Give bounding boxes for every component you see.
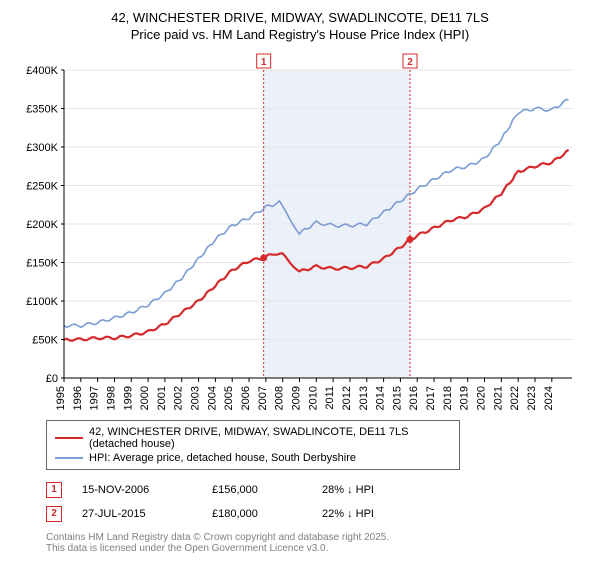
chart-title: 42, WINCHESTER DRIVE, MIDWAY, SWADLINCOT… — [10, 10, 590, 44]
title-line-2: Price paid vs. HM Land Registry's House … — [131, 27, 469, 42]
svg-text:£200K: £200K — [26, 219, 58, 231]
svg-text:2013: 2013 — [358, 386, 370, 410]
marker-badge-1: 1 — [46, 482, 62, 498]
svg-text:2011: 2011 — [324, 386, 336, 410]
svg-text:£250K: £250K — [26, 180, 58, 192]
marker-row-1: 1 15-NOV-2006 £156,000 28% ↓ HPI — [46, 478, 582, 502]
title-line-1: 42, WINCHESTER DRIVE, MIDWAY, SWADLINCOT… — [111, 10, 489, 25]
svg-text:1999: 1999 — [122, 386, 134, 410]
svg-text:2001: 2001 — [156, 386, 168, 410]
svg-text:2024: 2024 — [543, 386, 555, 410]
marker-badge-2: 2 — [46, 506, 62, 522]
svg-text:2008: 2008 — [274, 386, 286, 410]
svg-text:1996: 1996 — [72, 386, 84, 410]
svg-text:£150K: £150K — [26, 257, 58, 269]
svg-text:2012: 2012 — [341, 386, 353, 410]
marker-diff-1: 28% ↓ HPI — [322, 484, 422, 496]
svg-text:2023: 2023 — [526, 386, 538, 410]
svg-text:2010: 2010 — [307, 386, 319, 410]
legend-row-hpi: HPI: Average price, detached house, Sout… — [55, 451, 451, 465]
legend-swatch-property — [55, 437, 83, 439]
svg-text:£100K: £100K — [26, 296, 58, 308]
svg-text:2017: 2017 — [425, 386, 437, 410]
svg-text:2016: 2016 — [408, 386, 420, 410]
svg-text:2022: 2022 — [509, 386, 521, 410]
marker-diff-2: 22% ↓ HPI — [322, 508, 422, 520]
marker-table: 1 15-NOV-2006 £156,000 28% ↓ HPI 2 27-JU… — [46, 478, 582, 526]
svg-text:2009: 2009 — [290, 386, 302, 410]
marker-price-1: £156,000 — [212, 484, 302, 496]
legend-row-property: 42, WINCHESTER DRIVE, MIDWAY, SWADLINCOT… — [55, 425, 451, 451]
marker-date-2: 27-JUL-2015 — [82, 508, 192, 520]
svg-text:1998: 1998 — [105, 386, 117, 410]
price-chart: 1 2 £0 £50K £100K £150K £200K £250K £300K £350K £4… — [20, 50, 580, 410]
svg-text:2015: 2015 — [391, 386, 403, 410]
svg-text:2020: 2020 — [476, 386, 488, 410]
legend: 42, WINCHESTER DRIVE, MIDWAY, SWADLINCOT… — [46, 420, 460, 470]
svg-text:£50K: £50K — [32, 334, 58, 346]
svg-text:2021: 2021 — [492, 386, 504, 410]
svg-text:2007: 2007 — [257, 386, 269, 410]
footer: Contains HM Land Registry data © Crown c… — [46, 532, 582, 554]
svg-text:£350K: £350K — [26, 103, 58, 115]
svg-text:2006: 2006 — [240, 386, 252, 410]
chart-svg: 1 2 £0 £50K £100K £150K £200K £250K £300K £350K £4… — [20, 50, 580, 410]
marker-row-2: 2 27-JUL-2015 £180,000 22% ↓ HPI — [46, 502, 582, 526]
svg-text:2019: 2019 — [459, 386, 471, 410]
legend-swatch-hpi — [55, 457, 83, 459]
svg-text:1995: 1995 — [55, 386, 67, 410]
svg-text:2000: 2000 — [139, 386, 151, 410]
marker-price-2: £180,000 — [212, 508, 302, 520]
footer-line-2: This data is licensed under the Open Gov… — [46, 543, 328, 554]
svg-text:£400K: £400K — [26, 65, 58, 77]
marker-date-1: 15-NOV-2006 — [82, 484, 192, 496]
svg-text:2004: 2004 — [206, 386, 218, 410]
legend-label-hpi: HPI: Average price, detached house, Sout… — [89, 452, 356, 464]
svg-text:£300K: £300K — [26, 142, 58, 154]
svg-text:1: 1 — [261, 57, 267, 68]
legend-label-property: 42, WINCHESTER DRIVE, MIDWAY, SWADLINCOT… — [89, 426, 451, 450]
svg-text:2003: 2003 — [190, 386, 202, 410]
svg-text:2005: 2005 — [223, 386, 235, 410]
svg-text:2014: 2014 — [375, 386, 387, 410]
svg-text:2018: 2018 — [442, 386, 454, 410]
svg-text:£0: £0 — [46, 373, 58, 385]
svg-text:2: 2 — [407, 57, 413, 68]
svg-text:2002: 2002 — [173, 386, 185, 410]
svg-text:1997: 1997 — [89, 386, 101, 410]
footer-line-1: Contains HM Land Registry data © Crown c… — [46, 532, 389, 543]
